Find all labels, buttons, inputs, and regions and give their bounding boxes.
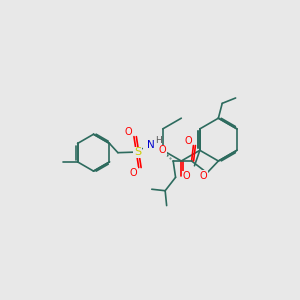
Text: O: O	[200, 171, 207, 181]
Text: N: N	[147, 140, 155, 150]
Text: O: O	[125, 127, 132, 137]
Text: S: S	[134, 147, 141, 157]
Text: O: O	[130, 168, 137, 178]
Text: O: O	[182, 172, 190, 182]
Text: O: O	[159, 145, 166, 155]
Text: H: H	[155, 136, 162, 145]
Text: O: O	[184, 136, 192, 146]
